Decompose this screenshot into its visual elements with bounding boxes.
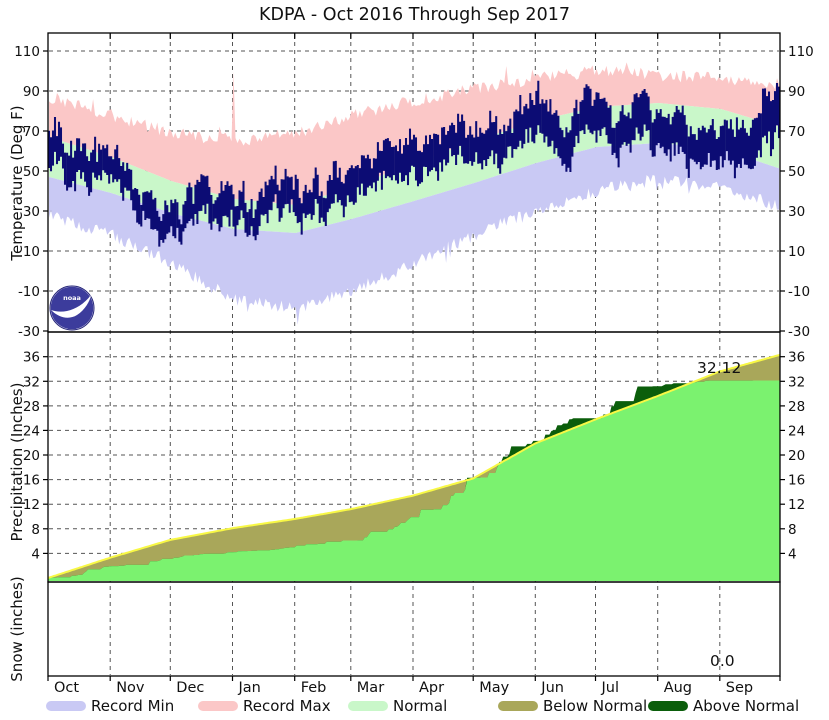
noaa-bird-icon	[51, 295, 91, 318]
axis-ticks	[43, 33, 785, 681]
legend-item-normal: Normal	[348, 697, 448, 715]
svg-text:20: 20	[788, 448, 805, 464]
month-label-may: May	[479, 680, 509, 696]
month-label-sep: Sep	[726, 680, 753, 696]
legend-swatch	[348, 701, 388, 711]
svg-text:50: 50	[23, 164, 40, 180]
svg-text:12: 12	[788, 497, 805, 513]
svg-text:28: 28	[788, 399, 805, 415]
legend-swatch	[198, 701, 238, 711]
svg-text:28: 28	[23, 399, 40, 415]
record-min-band	[49, 143, 779, 325]
svg-text:-10: -10	[18, 284, 40, 300]
svg-text:90: 90	[788, 84, 805, 100]
svg-text:-30: -30	[18, 324, 40, 340]
noaa-logo-text: noaa	[63, 294, 81, 302]
svg-text:-30: -30	[788, 324, 810, 340]
month-label-mar: Mar	[357, 680, 384, 696]
precip-actual-area	[48, 380, 780, 581]
month-label-jul: Jul	[601, 680, 620, 696]
svg-text:10: 10	[23, 244, 40, 260]
month-label-dec: Dec	[176, 680, 204, 696]
svg-text:110: 110	[788, 44, 814, 60]
legend-label: Record Min	[91, 697, 175, 715]
svg-text:4: 4	[31, 546, 40, 562]
panel-borders	[47, 32, 781, 677]
svg-text:16: 16	[788, 473, 805, 489]
svg-text:8: 8	[31, 522, 40, 538]
svg-text:110: 110	[14, 44, 40, 60]
page-title: KDPA - Oct 2016 Through Sep 2017	[259, 5, 570, 25]
month-label-oct: Oct	[54, 680, 79, 696]
svg-text:24: 24	[23, 423, 40, 439]
svg-text:32: 32	[23, 374, 40, 390]
legend: Record Min Record Max Normal Below Normal Ab…	[0, 697, 829, 718]
svg-text:4: 4	[788, 546, 797, 562]
precip-total-label: 32.12	[697, 359, 742, 377]
temperature-axis-label: Temperature (Deg F)	[8, 105, 26, 261]
noaa-logo: noaa	[49, 285, 95, 331]
month-labels: Oct Nov Dec Jan Feb Mar Apr May Jun Jul Aug Sep	[54, 680, 753, 696]
legend-label: Above Normal	[693, 697, 800, 715]
legend-swatch	[498, 701, 538, 711]
svg-text:70: 70	[23, 124, 40, 140]
month-label-jan: Jan	[238, 680, 261, 696]
legend-item-above-normal: Above Normal	[648, 697, 800, 715]
snow-axis-label: Snow (inches)	[8, 576, 26, 682]
svg-text:30: 30	[23, 204, 40, 220]
svg-text:24: 24	[788, 423, 805, 439]
legend-item-below-normal: Below Normal	[498, 697, 648, 715]
legend-label: Record Max	[243, 697, 331, 715]
svg-text:-10: -10	[788, 284, 810, 300]
legend-label: Normal	[393, 697, 448, 715]
month-label-aug: Aug	[664, 680, 692, 696]
legend-item-record-min: Record Min	[46, 697, 175, 715]
svg-text:70: 70	[788, 124, 805, 140]
axis-tick-labels: 110 110 90 90 70 70 50 50 30 30 10 10 -10 -10 -30 -30 36…	[14, 44, 814, 562]
legend-label: Below Normal	[543, 697, 648, 715]
month-label-jun: Jun	[540, 680, 564, 696]
svg-text:36: 36	[23, 350, 40, 366]
legend-item-record-max: Record Max	[198, 697, 331, 715]
svg-text:8: 8	[788, 522, 797, 538]
legend-swatch	[648, 701, 688, 711]
snow-total-label: 0.0	[710, 652, 735, 670]
month-label-nov: Nov	[116, 680, 145, 696]
svg-text:30: 30	[788, 204, 805, 220]
actual-temperature-bars	[47, 80, 781, 247]
svg-text:12: 12	[23, 497, 40, 513]
svg-text:16: 16	[23, 473, 40, 489]
svg-text:36: 36	[788, 350, 805, 366]
svg-text:32: 32	[788, 374, 805, 390]
legend-swatch	[46, 701, 86, 711]
svg-text:20: 20	[23, 448, 40, 464]
month-label-feb: Feb	[301, 680, 327, 696]
svg-text:90: 90	[23, 84, 40, 100]
svg-text:50: 50	[788, 164, 805, 180]
precipitation-axis-label: Precipitation (Inches)	[8, 382, 26, 542]
month-label-apr: Apr	[419, 680, 444, 696]
svg-text:10: 10	[788, 244, 805, 260]
precip-normal-line	[47, 353, 781, 579]
